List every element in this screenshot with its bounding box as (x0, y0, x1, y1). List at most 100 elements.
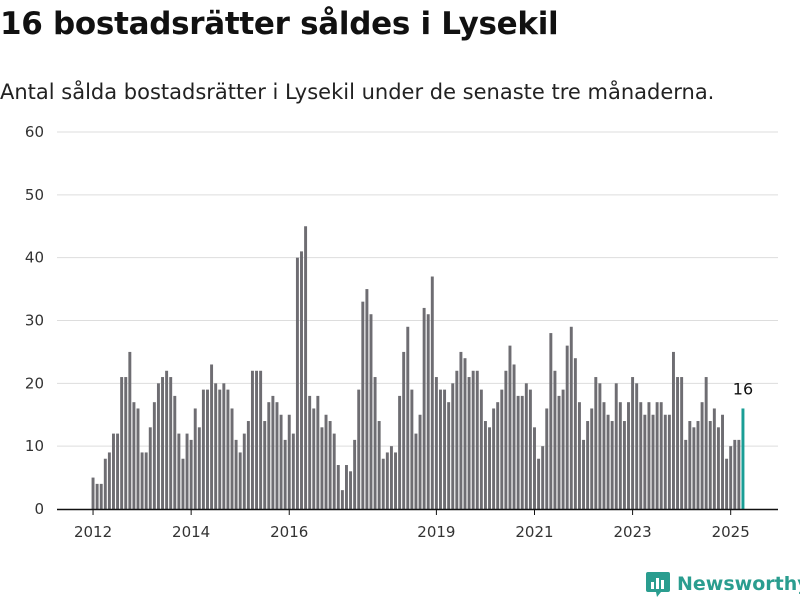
bars (91, 226, 745, 509)
bar (381, 458, 385, 509)
bar (206, 389, 209, 509)
bar (226, 389, 230, 509)
y-tick-label: 0 (34, 500, 44, 518)
bar (528, 389, 532, 509)
bar (116, 433, 120, 509)
bar (189, 439, 193, 509)
y-tick-label: 20 (25, 374, 44, 392)
bar (140, 452, 144, 509)
bar (573, 358, 577, 509)
bar (545, 408, 549, 509)
bar (582, 439, 586, 509)
newsworthy-logo: Newsworthy (645, 570, 800, 598)
bar (263, 421, 267, 509)
chart-subtitle: Antal sålda bostadsrätter i Lysekil unde… (0, 80, 715, 104)
newsworthy-logo-icon (646, 572, 670, 597)
bar (483, 421, 487, 509)
bar (287, 414, 291, 509)
bar (610, 421, 614, 509)
x-tick-label: 2016 (270, 523, 308, 541)
bar (304, 226, 308, 509)
bar (377, 421, 381, 509)
bar (242, 433, 246, 509)
bar (357, 389, 361, 509)
bar (688, 421, 692, 509)
bar (398, 395, 402, 509)
bar (91, 477, 95, 509)
bar (169, 377, 173, 509)
bar (594, 377, 598, 509)
bar (667, 414, 671, 509)
bar (443, 389, 447, 509)
bar (500, 389, 504, 509)
bar (107, 452, 111, 509)
bar (463, 358, 467, 509)
bar (279, 414, 283, 509)
bar (103, 458, 107, 509)
bar (99, 483, 103, 509)
bar (308, 395, 312, 509)
bar (537, 458, 541, 509)
bar (565, 345, 569, 509)
bar (201, 389, 205, 509)
bar (316, 395, 320, 509)
bar (328, 421, 332, 509)
bar (324, 414, 328, 509)
bar (312, 408, 316, 509)
bar (434, 377, 438, 509)
x-tick-label: 2021 (515, 523, 553, 541)
bar (300, 251, 303, 509)
bar (124, 377, 128, 509)
bar (181, 458, 185, 509)
bar (120, 377, 124, 509)
bar (459, 351, 463, 509)
bar (410, 389, 414, 509)
bar (553, 370, 557, 509)
x-tick-label: 2012 (74, 523, 112, 541)
bar (721, 414, 724, 509)
bar (475, 370, 479, 509)
bar (426, 314, 430, 509)
chart-title: 16 bostadsrätter såldes i Lysekil (0, 6, 559, 42)
bar (684, 439, 688, 509)
bar (504, 370, 508, 509)
bar (230, 408, 234, 509)
bar (708, 421, 712, 509)
bar (590, 408, 594, 509)
y-tick-label: 60 (25, 123, 44, 141)
bar (704, 377, 708, 509)
bar (214, 383, 218, 509)
bar (402, 351, 406, 509)
bar (218, 389, 222, 509)
bar (520, 395, 524, 509)
bar (161, 377, 164, 509)
bar (361, 301, 365, 509)
y-tick-label: 50 (25, 186, 44, 204)
x-tick-label: 2014 (172, 523, 210, 541)
bar (148, 427, 152, 509)
bar (369, 314, 373, 509)
bar (598, 383, 602, 509)
bar (394, 452, 397, 509)
bar (336, 465, 340, 509)
bar (602, 402, 606, 509)
bar (152, 402, 156, 509)
bar (250, 370, 254, 509)
bar (533, 427, 536, 509)
bar (496, 402, 500, 509)
bar (524, 383, 528, 509)
bar (655, 402, 659, 509)
bar (173, 395, 177, 509)
bar (512, 364, 516, 509)
bar (95, 483, 99, 509)
bar (373, 377, 377, 509)
bar (622, 421, 626, 509)
bar (222, 383, 226, 509)
bar (132, 402, 136, 509)
bar (618, 402, 622, 509)
bar (128, 351, 132, 509)
y-tick-label: 40 (25, 249, 44, 267)
bar (439, 389, 442, 509)
bar (193, 408, 197, 509)
bar (716, 427, 720, 509)
